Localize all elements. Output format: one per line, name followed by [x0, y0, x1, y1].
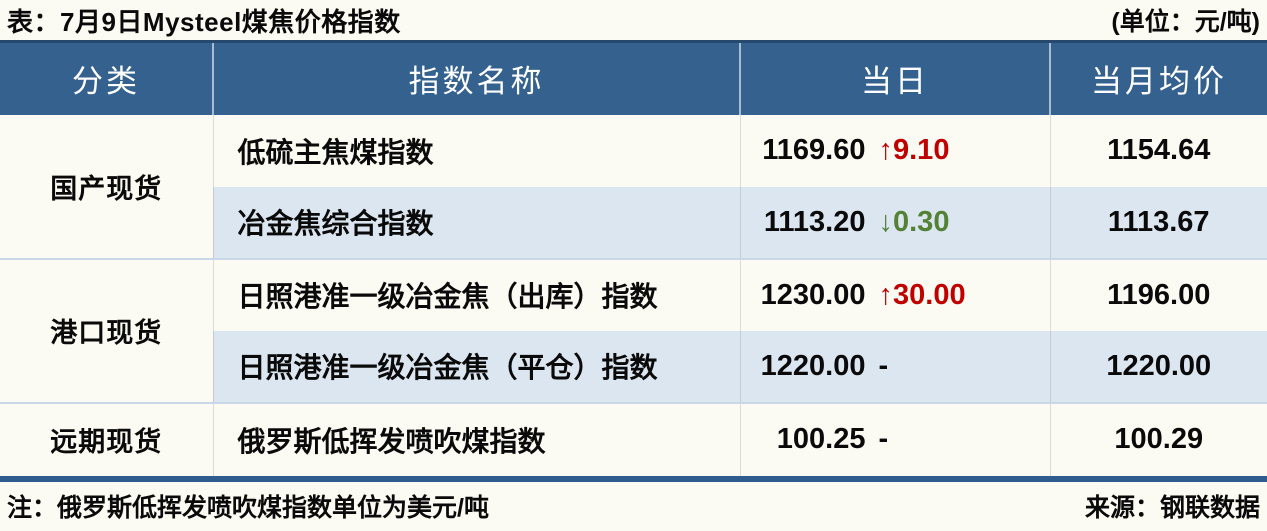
today-cell: 100.25 - [739, 401, 1050, 476]
footer-bar: 注：俄罗斯低挥发喷吹煤指数单位为美元/吨 来源：钢联数据 [0, 482, 1267, 531]
footer-note: 注：俄罗斯低挥发喷吹煤指数单位为美元/吨 [7, 494, 489, 523]
column-header-month-avg: 当月均价 [1049, 40, 1267, 115]
today-change: ↑9.10 [878, 134, 950, 166]
price-index-table: 分类 指数名称 当日 当月均价 国产现货 低硫主焦煤指数 1169.60 ↑9.… [0, 40, 1267, 476]
today-value: 1113.20 [763, 205, 866, 238]
table-row: 远期现货 俄罗斯低挥发喷吹煤指数 100.25 - 100.29 [0, 401, 1267, 476]
today-change: - [878, 349, 889, 382]
month-avg-cell: 100.29 [1049, 401, 1267, 476]
today-cell: 1230.00 ↑30.00 [739, 257, 1050, 331]
today-value: 1230.00 [760, 278, 866, 311]
price-table-container: 分类 指数名称 当日 当月均价 国产现货 低硫主焦煤指数 1169.60 ↑9.… [0, 40, 1267, 482]
table-row: 冶金焦综合指数 1113.20 ↓0.30 1113.67 [0, 186, 1267, 259]
header-row: 分类 指数名称 当日 当月均价 [0, 40, 1267, 115]
table-row: 日照港准一级冶金焦（平仓）指数 1220.00 - 1220.00 [0, 330, 1267, 403]
month-avg-cell: 1113.67 [1049, 186, 1267, 259]
today-change: - [878, 423, 889, 455]
month-avg-cell: 1196.00 [1049, 257, 1267, 331]
unit-label: (单位：元/吨) [1111, 8, 1260, 36]
table-row: 国产现货 低硫主焦煤指数 1169.60 ↑9.10 1154.64 [0, 114, 1267, 204]
today-change: ↑30.00 [878, 278, 966, 311]
today-value: 100.25 [776, 423, 866, 455]
today-change: ↓0.30 [878, 205, 950, 238]
column-header-category: 分类 [0, 40, 213, 115]
month-avg-cell: 1220.00 [1049, 330, 1267, 403]
category-cell: 远期现货 [0, 401, 213, 476]
column-header-today: 当日 [739, 40, 1050, 115]
index-name-cell: 日照港准一级冶金焦（平仓）指数 [212, 330, 740, 403]
today-cell: 1169.60 ↑9.10 [739, 114, 1050, 187]
month-avg-cell: 1154.64 [1049, 114, 1267, 187]
index-name-cell: 日照港准一级冶金焦（出库）指数 [212, 257, 740, 331]
table-row: 港口现货 日照港准一级冶金焦（出库）指数 1230.00 ↑30.00 1196… [0, 257, 1267, 403]
today-cell: 1220.00 - [739, 330, 1050, 403]
column-header-index-name: 指数名称 [212, 40, 740, 115]
category-cell: 港口现货 [0, 257, 213, 403]
category-cell: 国产现货 [50, 173, 163, 204]
today-cell: 1113.20 ↓0.30 [739, 186, 1050, 259]
index-name-cell: 低硫主焦煤指数 [212, 114, 740, 187]
today-value: 1220.00 [760, 349, 866, 382]
page-title: 表：7月9日Mysteel煤焦价格指数 [7, 6, 401, 37]
title-bar: 表：7月9日Mysteel煤焦价格指数 (单位：元/吨) [0, 0, 1267, 40]
index-name-cell: 俄罗斯低挥发喷吹煤指数 [212, 401, 740, 476]
footer-source: 来源：钢联数据 [1084, 494, 1260, 523]
index-name-cell: 冶金焦综合指数 [212, 186, 740, 259]
today-value: 1169.60 [762, 134, 866, 166]
